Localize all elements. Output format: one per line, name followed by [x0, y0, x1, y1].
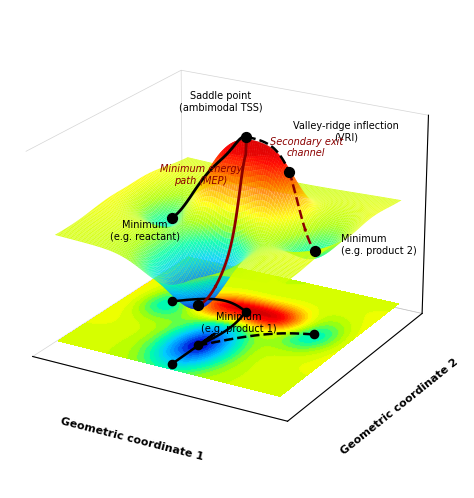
Y-axis label: Geometric coordinate 2: Geometric coordinate 2: [339, 357, 460, 457]
X-axis label: Geometric coordinate 1: Geometric coordinate 1: [59, 416, 204, 462]
